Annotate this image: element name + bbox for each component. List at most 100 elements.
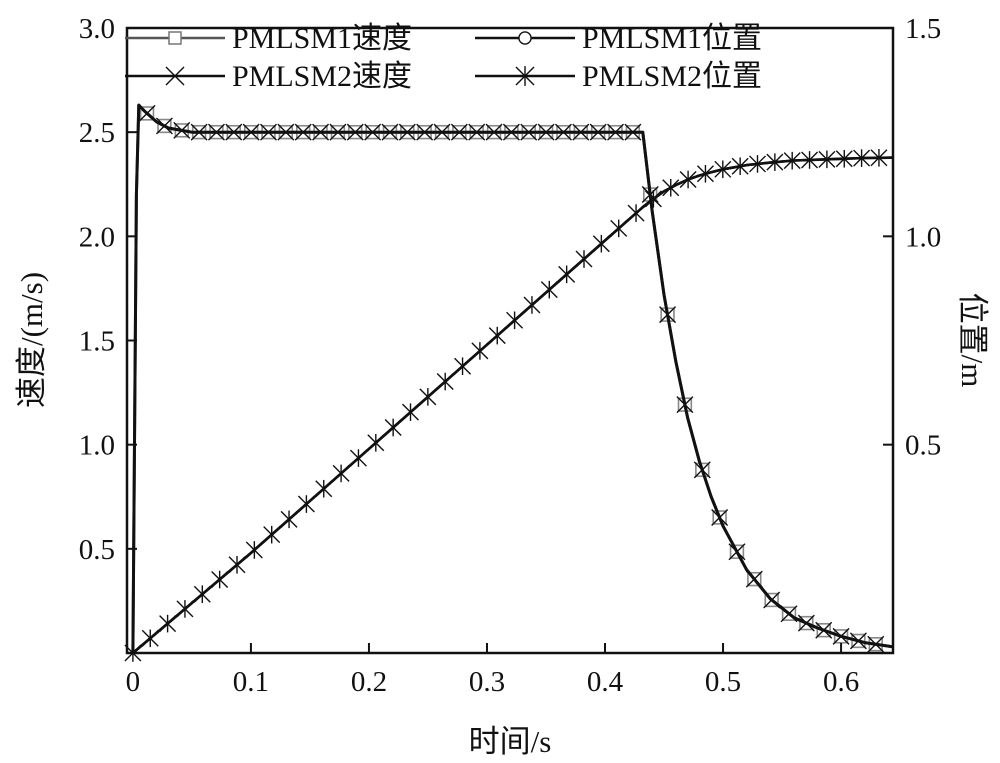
marker-asterisk <box>471 342 489 360</box>
marker-x <box>537 123 555 141</box>
marker-asterisk <box>853 149 871 167</box>
y-tick-label-left: 3.0 <box>79 13 115 45</box>
marker-square <box>729 544 745 559</box>
marker-x <box>165 66 185 86</box>
series-line <box>132 156 894 654</box>
marker-square <box>833 629 849 644</box>
marker-x <box>277 123 295 141</box>
marker-asterisk <box>315 479 333 498</box>
marker-asterisk <box>263 525 281 544</box>
series-3 <box>131 103 894 654</box>
legend-label: PMLSM2速度 <box>232 60 412 93</box>
marker-square <box>781 606 797 621</box>
marker-asterisk <box>332 464 350 483</box>
marker-asterisk <box>419 388 437 406</box>
marker-x <box>207 123 225 141</box>
ticks-layer: 0 0.1 0.2 0.3 0.4 0.5 0.6 0.5 1.0 1.5 2.0 2.5 3.0 0.5… <box>79 13 942 698</box>
y-tick-label-left: 1.0 <box>79 430 115 462</box>
marker-asterisk <box>159 614 177 633</box>
legend-item: PMLSM1速度 <box>125 22 412 55</box>
marker-x <box>173 121 191 139</box>
marker-asterisk <box>245 541 263 559</box>
y-tick-label-right: 0.5 <box>905 430 941 462</box>
marker-asterisk <box>575 250 593 268</box>
x-axis-label: 时间/s <box>469 724 552 759</box>
marker-x <box>260 123 278 141</box>
series-line <box>132 156 894 654</box>
legend-label: PMLSM1速度 <box>232 22 412 55</box>
marker-x <box>485 123 503 141</box>
series-4 <box>124 148 894 662</box>
marker-asterisk <box>835 149 853 168</box>
y-tick-label-left: 1.5 <box>79 326 115 358</box>
marker-x <box>711 508 729 526</box>
marker-x <box>815 621 833 639</box>
marker-asterisk <box>818 150 836 169</box>
marker-x <box>659 306 677 324</box>
marker-asterisk <box>436 372 454 391</box>
y-tick-label-left: 0.5 <box>79 534 115 566</box>
marker-asterisk <box>367 433 385 452</box>
marker-x <box>155 117 173 135</box>
y-axis-label-right: 位置/m <box>955 293 990 388</box>
marker-asterisk <box>558 265 576 284</box>
marker-asterisk <box>454 357 472 376</box>
marker-asterisk <box>506 311 524 330</box>
marker-square <box>816 623 831 638</box>
marker-asterisk <box>141 629 159 648</box>
x-tick-label: 0.1 <box>233 666 269 698</box>
marker-square <box>695 462 710 478</box>
marker-x <box>242 123 260 141</box>
marker-asterisk <box>523 296 541 314</box>
series-2 <box>132 156 894 654</box>
marker-x <box>589 123 607 141</box>
marker-x <box>763 591 781 609</box>
marker-x <box>867 635 885 653</box>
x-tick-label: 0.2 <box>351 666 387 698</box>
marker-square <box>712 510 727 525</box>
marker-asterisk <box>644 190 662 208</box>
marker-x <box>693 461 711 479</box>
x-tick-label: 0.4 <box>587 666 624 698</box>
marker-asterisk <box>731 157 749 176</box>
marker-asterisk <box>228 556 246 574</box>
x-tick-label: 0.3 <box>469 666 505 698</box>
marker-asterisk <box>592 234 610 253</box>
marker-x <box>329 123 347 141</box>
marker-x <box>450 123 468 141</box>
marker-asterisk <box>610 219 628 238</box>
marker-square <box>139 106 155 121</box>
marker-x <box>780 605 798 623</box>
marker-x <box>225 123 243 141</box>
y-tick-label-left: 2.5 <box>79 117 115 149</box>
marker-x <box>346 123 364 141</box>
marker-asterisk <box>402 403 419 421</box>
marker-square <box>764 592 779 608</box>
marker-x <box>849 632 867 650</box>
marker-asterisk <box>540 280 558 299</box>
marker-square <box>747 571 762 587</box>
marker-asterisk <box>193 585 211 603</box>
marker-x <box>138 104 156 122</box>
marker-asterisk <box>783 151 801 170</box>
marker-asterisk <box>176 600 194 618</box>
marker-asterisk <box>515 66 535 86</box>
marker-asterisk <box>349 449 367 467</box>
marker-asterisk <box>280 510 298 529</box>
marker-asterisk <box>870 148 888 167</box>
x-tick-label: 0.6 <box>823 666 859 698</box>
y-tick-label-right: 1.0 <box>905 221 941 253</box>
marker-x <box>381 123 399 141</box>
legend-item: PMLSM1位置 <box>475 22 762 55</box>
legend-label: PMLSM2位置 <box>582 60 762 93</box>
marker-asterisk <box>801 151 819 169</box>
marker-x <box>554 123 572 141</box>
legend-item: PMLSM2位置 <box>475 60 762 93</box>
marker-x <box>364 123 382 141</box>
legend-item: PMLSM2速度 <box>125 60 412 93</box>
marker-circle <box>518 31 532 45</box>
marker-x <box>416 123 434 141</box>
marker-square <box>799 615 814 631</box>
marker-asterisk <box>488 326 506 345</box>
